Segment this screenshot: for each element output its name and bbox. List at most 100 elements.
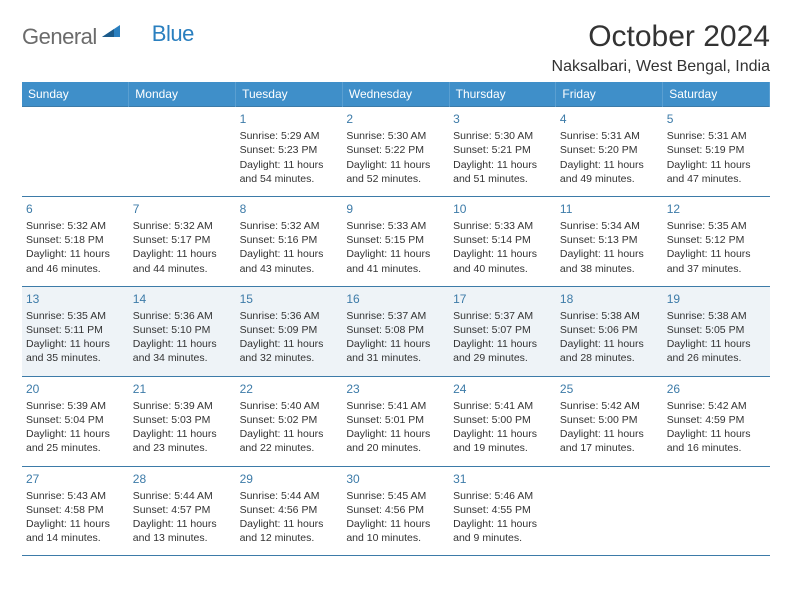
sunrise-text: Sunrise: 5:38 AM: [560, 309, 659, 323]
daylight-text: Daylight: 11 hours and 37 minutes.: [667, 247, 766, 275]
sunrise-text: Sunrise: 5:40 AM: [240, 399, 339, 413]
sunset-text: Sunset: 4:58 PM: [26, 503, 125, 517]
daylight-text: Daylight: 11 hours and 40 minutes.: [453, 247, 552, 275]
calendar-row: 13Sunrise: 5:35 AMSunset: 5:11 PMDayligh…: [22, 286, 770, 376]
sunrise-text: Sunrise: 5:37 AM: [453, 309, 552, 323]
sunrise-text: Sunrise: 5:39 AM: [133, 399, 232, 413]
sunset-text: Sunset: 5:13 PM: [560, 233, 659, 247]
daylight-text: Daylight: 11 hours and 52 minutes.: [346, 158, 445, 186]
sunset-text: Sunset: 5:11 PM: [26, 323, 125, 337]
sunrise-text: Sunrise: 5:33 AM: [346, 219, 445, 233]
day-number: 11: [560, 201, 659, 217]
day-number: 1: [240, 111, 339, 127]
sunset-text: Sunset: 5:03 PM: [133, 413, 232, 427]
sunrise-text: Sunrise: 5:38 AM: [667, 309, 766, 323]
calendar-cell: 10Sunrise: 5:33 AMSunset: 5:14 PMDayligh…: [449, 196, 556, 286]
sunset-text: Sunset: 5:18 PM: [26, 233, 125, 247]
sunset-text: Sunset: 5:16 PM: [240, 233, 339, 247]
calendar-cell: [663, 466, 770, 556]
calendar-row: 1Sunrise: 5:29 AMSunset: 5:23 PMDaylight…: [22, 107, 770, 197]
sunrise-text: Sunrise: 5:32 AM: [240, 219, 339, 233]
calendar-cell: 26Sunrise: 5:42 AMSunset: 4:59 PMDayligh…: [663, 376, 770, 466]
page-header: General Blue October 2024 Naksalbari, We…: [22, 20, 770, 76]
sunset-text: Sunset: 5:20 PM: [560, 143, 659, 157]
sunset-text: Sunset: 5:10 PM: [133, 323, 232, 337]
daylight-text: Daylight: 11 hours and 10 minutes.: [346, 517, 445, 545]
day-number: 29: [240, 471, 339, 487]
calendar-cell: 30 Sunrise: 5:45 AMSunset: 4:56 PMDayligh…: [342, 466, 449, 556]
sunrise-text: Sunrise: 5:32 AM: [133, 219, 232, 233]
day-number: 15: [240, 291, 339, 307]
calendar-cell: 29Sunrise: 5:44 AMSunset: 4:56 PMDayligh…: [236, 466, 343, 556]
weekday-header: Thursday: [449, 82, 556, 107]
sunrise-text: Sunrise: 5:37 AM: [346, 309, 445, 323]
day-number: 23: [346, 381, 445, 397]
calendar-body: 1Sunrise: 5:29 AMSunset: 5:23 PMDaylight…: [22, 107, 770, 556]
weekday-header: Monday: [129, 82, 236, 107]
brand-logo: General Blue: [22, 24, 194, 50]
daylight-text: Daylight: 11 hours and 34 minutes.: [133, 337, 232, 365]
calendar-cell: 1Sunrise: 5:29 AMSunset: 5:23 PMDaylight…: [236, 107, 343, 197]
calendar-cell: 17Sunrise: 5:37 AMSunset: 5:07 PMDayligh…: [449, 286, 556, 376]
sunset-text: Sunset: 5:08 PM: [346, 323, 445, 337]
day-number: 14: [133, 291, 232, 307]
daylight-text: Daylight: 11 hours and 22 minutes.: [240, 427, 339, 455]
sunrise-text: Sunrise: 5:31 AM: [667, 129, 766, 143]
sunset-text: Sunset: 5:21 PM: [453, 143, 552, 157]
sunset-text: Sunset: 5:23 PM: [240, 143, 339, 157]
daylight-text: Daylight: 11 hours and 12 minutes.: [240, 517, 339, 545]
calendar-row: 6Sunrise: 5:32 AMSunset: 5:18 PMDaylight…: [22, 196, 770, 286]
brand-word1: General: [22, 24, 97, 50]
calendar-cell: 4Sunrise: 5:31 AMSunset: 5:20 PMDaylight…: [556, 107, 663, 197]
sunrise-text: Sunrise: 5:45 AM: [346, 489, 445, 503]
sunset-text: Sunset: 5:00 PM: [560, 413, 659, 427]
daylight-text: Daylight: 11 hours and 17 minutes.: [560, 427, 659, 455]
weekday-header: Saturday: [663, 82, 770, 107]
calendar-cell: 3Sunrise: 5:30 AMSunset: 5:21 PMDaylight…: [449, 107, 556, 197]
sunset-text: Sunset: 4:56 PM: [346, 503, 445, 517]
daylight-text: Daylight: 11 hours and 43 minutes.: [240, 247, 339, 275]
sunset-text: Sunset: 5:05 PM: [667, 323, 766, 337]
brand-triangle-icon: [102, 23, 120, 42]
daylight-text: Daylight: 11 hours and 32 minutes.: [240, 337, 339, 365]
sunset-text: Sunset: 5:22 PM: [346, 143, 445, 157]
daylight-text: Daylight: 11 hours and 46 minutes.: [26, 247, 125, 275]
sunrise-text: Sunrise: 5:36 AM: [133, 309, 232, 323]
daylight-text: Daylight: 11 hours and 38 minutes.: [560, 247, 659, 275]
day-number: 28: [133, 471, 232, 487]
sunrise-text: Sunrise: 5:42 AM: [667, 399, 766, 413]
sunrise-text: Sunrise: 5:41 AM: [453, 399, 552, 413]
sunset-text: Sunset: 5:01 PM: [346, 413, 445, 427]
month-title: October 2024: [552, 20, 770, 54]
day-number: 16: [346, 291, 445, 307]
calendar-cell: 13Sunrise: 5:35 AMSunset: 5:11 PMDayligh…: [22, 286, 129, 376]
calendar-cell: 22Sunrise: 5:40 AMSunset: 5:02 PMDayligh…: [236, 376, 343, 466]
calendar-cell: 21Sunrise: 5:39 AMSunset: 5:03 PMDayligh…: [129, 376, 236, 466]
calendar-cell: 6Sunrise: 5:32 AMSunset: 5:18 PMDaylight…: [22, 196, 129, 286]
calendar-cell: [556, 466, 663, 556]
sunset-text: Sunset: 4:55 PM: [453, 503, 552, 517]
calendar-cell: 5Sunrise: 5:31 AMSunset: 5:19 PMDaylight…: [663, 107, 770, 197]
day-number: 24: [453, 381, 552, 397]
day-number: 25: [560, 381, 659, 397]
calendar-cell: 25 Sunrise: 5:42 AMSunset: 5:00 PMDayligh…: [556, 376, 663, 466]
brand-word2: Blue: [152, 21, 194, 47]
weekday-header: Friday: [556, 82, 663, 107]
calendar-cell: [129, 107, 236, 197]
day-number: 30: [346, 471, 445, 487]
daylight-text: Daylight: 11 hours and 35 minutes.: [26, 337, 125, 365]
daylight-text: Daylight: 11 hours and 31 minutes.: [346, 337, 445, 365]
daylight-text: Daylight: 11 hours and 41 minutes.: [346, 247, 445, 275]
day-number: 17: [453, 291, 552, 307]
daylight-text: Daylight: 11 hours and 13 minutes.: [133, 517, 232, 545]
daylight-text: Daylight: 11 hours and 54 minutes.: [240, 158, 339, 186]
calendar-row: 27Sunrise: 5:43 AMSunset: 4:58 PMDayligh…: [22, 466, 770, 556]
weekday-header: Sunday: [22, 82, 129, 107]
calendar-cell: 16 Sunrise: 5:37 AMSunset: 5:08 PMDayligh…: [342, 286, 449, 376]
calendar-cell: 28Sunrise: 5:44 AMSunset: 4:57 PMDayligh…: [129, 466, 236, 556]
sunset-text: Sunset: 5:00 PM: [453, 413, 552, 427]
daylight-text: Daylight: 11 hours and 19 minutes.: [453, 427, 552, 455]
sunrise-text: Sunrise: 5:30 AM: [346, 129, 445, 143]
weekday-header: Wednesday: [342, 82, 449, 107]
sunrise-text: Sunrise: 5:42 AM: [560, 399, 659, 413]
